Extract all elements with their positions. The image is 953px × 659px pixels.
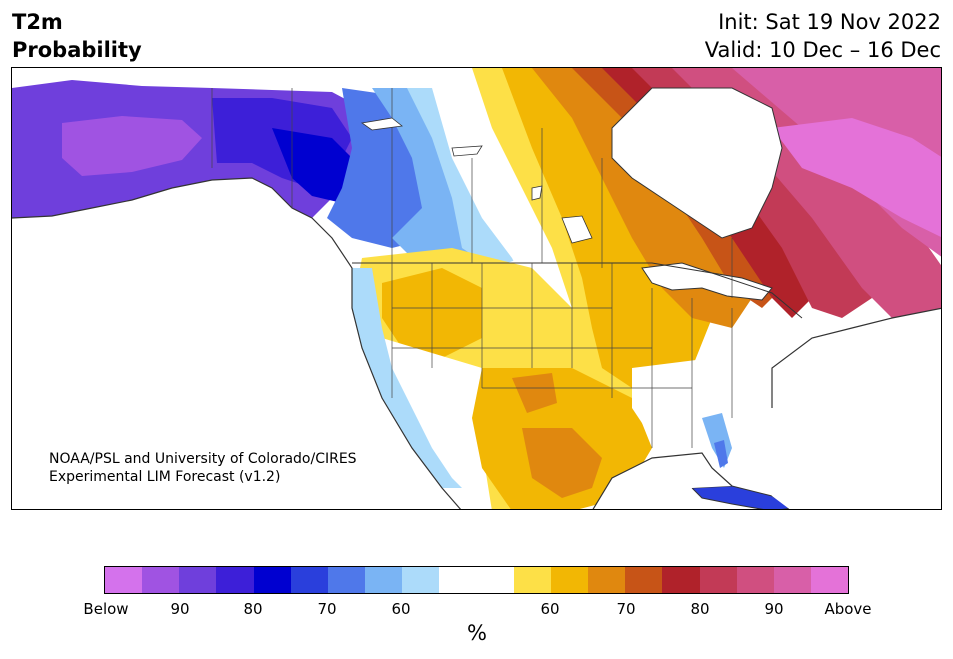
province-lines xyxy=(211,88,733,298)
region-magenta-core xyxy=(772,118,941,238)
hudson-bay xyxy=(611,87,783,239)
region-gold-band xyxy=(502,68,712,388)
colorbar-unit: % xyxy=(467,621,487,645)
colorbar-segment xyxy=(513,567,551,593)
colorbar-segment xyxy=(216,567,254,593)
colorbar-segment xyxy=(699,567,737,593)
title-right: Init: Sat 19 Nov 2022 Valid: 10 Dec – 16… xyxy=(705,8,941,64)
coastline xyxy=(12,177,941,509)
colorbar-tick-label: 80 xyxy=(243,600,263,618)
colorbar-tick-label: 70 xyxy=(317,600,337,618)
map-svg xyxy=(12,68,941,509)
colorbar-tick-label: 90 xyxy=(170,600,190,618)
region-southeast-white xyxy=(632,358,772,448)
credit-line1: NOAA/PSL and University of Colorado/CIRE… xyxy=(49,451,357,467)
region-alaska-inner xyxy=(62,116,202,176)
colorbar-segment xyxy=(179,567,217,593)
region-texas-orange xyxy=(522,428,602,498)
us-canada-border xyxy=(352,262,803,319)
colorbar-segment xyxy=(550,567,589,593)
cuba xyxy=(690,485,794,509)
title-left: T2m Probability xyxy=(12,8,142,64)
valid-range: Valid: 10 Dec – 16 Dec xyxy=(704,38,941,62)
region-orange-band xyxy=(532,68,752,328)
region-florida-tip xyxy=(714,440,728,468)
colorbar-segment xyxy=(365,567,403,593)
init-date: Init: Sat 19 Nov 2022 xyxy=(718,10,941,34)
colorbar-tick-label: 60 xyxy=(391,600,411,618)
credit-text: NOAA/PSL and University of Colorado/CIRE… xyxy=(49,450,357,486)
region-bc-core xyxy=(272,128,362,203)
colorbar-segment xyxy=(327,567,366,593)
pacific-ocean xyxy=(12,178,461,509)
colorbar-segment xyxy=(142,567,180,593)
region-pacific-coast xyxy=(352,268,462,488)
colorbar-segment xyxy=(810,567,849,593)
region-texas-orange-2 xyxy=(512,373,557,413)
colorbar-segment xyxy=(625,567,663,593)
colorbar-segment xyxy=(439,567,477,593)
colorbar-segment xyxy=(773,567,811,593)
colorbar-segment xyxy=(402,567,440,593)
colorbar-tick-label: Below xyxy=(83,600,129,618)
colorbar-segment xyxy=(253,567,291,593)
canadian-lakes xyxy=(360,117,593,244)
colorbar-tick-label: 60 xyxy=(540,600,560,618)
colorbar xyxy=(104,566,849,594)
variable-name: T2m xyxy=(12,10,63,34)
credit-line2: Experimental LIM Forecast (v1.2) xyxy=(49,469,281,485)
colorbar-tick-label: Above xyxy=(824,600,872,618)
colorbar-tick-label: 80 xyxy=(690,600,710,618)
colorbar-segment xyxy=(662,567,700,593)
atlantic-ocean xyxy=(732,308,941,509)
colorbar-segment xyxy=(290,567,328,593)
forecast-map xyxy=(11,67,942,510)
colorbar-tick-label: 70 xyxy=(616,600,636,618)
colorbar-tick-label: 90 xyxy=(764,600,784,618)
colorbar-segment xyxy=(736,567,774,593)
colorbar-segment xyxy=(476,567,514,593)
gulf-of-mexico xyxy=(593,453,732,509)
colorbar-segment xyxy=(105,567,143,593)
product-name: Probability xyxy=(12,38,142,62)
colorbar-segment xyxy=(588,567,626,593)
region-wcanada-lightblue xyxy=(372,88,482,268)
great-lakes xyxy=(641,262,773,301)
state-lines xyxy=(391,263,733,448)
